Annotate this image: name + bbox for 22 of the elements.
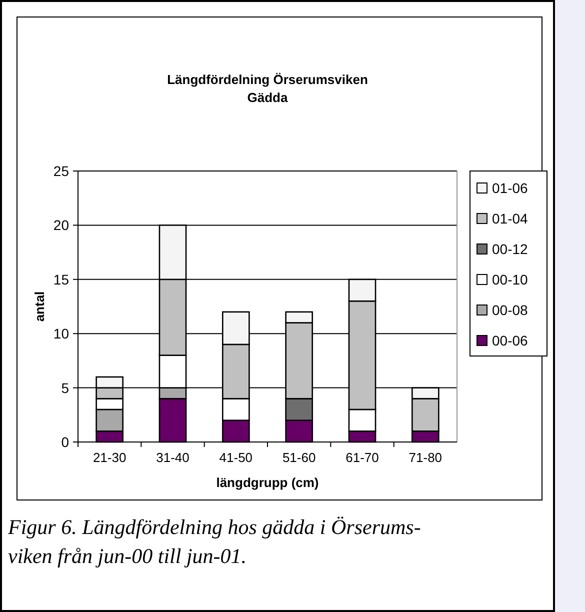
legend-label: 01-06 [492,180,528,196]
y-tick-label: 25 [53,163,70,179]
y-tick-label: 15 [53,271,70,288]
x-tick-label: 31-40 [156,450,190,465]
legend-label: 00-12 [492,241,528,257]
x-tick-label: 61-70 [346,450,379,465]
x-tick-label: 51-60 [282,450,316,465]
legend-label: 00-10 [492,272,528,288]
y-tick-label: 10 [53,326,70,342]
x-axis-title: längdgrupp (cm) [216,475,319,490]
y-tick-label: 0 [61,434,70,450]
y-tick-label: 20 [53,217,70,234]
legend-label: 00-06 [492,332,528,348]
legend-label: 00-08 [492,302,528,318]
chart-title: Längdfördelning Örserumsviken Gädda [167,72,368,105]
y-axis-title: antal [32,291,47,322]
text: Figur 6. Längdfördelning hos gädda i Örserums- viken från jun-00 till jun-01. [7,515,421,568]
x-tick-label: 41-50 [219,450,253,465]
legend-label: 01-04 [492,210,528,226]
x-tick-label: 21-30 [92,450,126,465]
y-tick-label: 5 [61,380,70,396]
x-tick-label: 71-80 [408,450,442,465]
